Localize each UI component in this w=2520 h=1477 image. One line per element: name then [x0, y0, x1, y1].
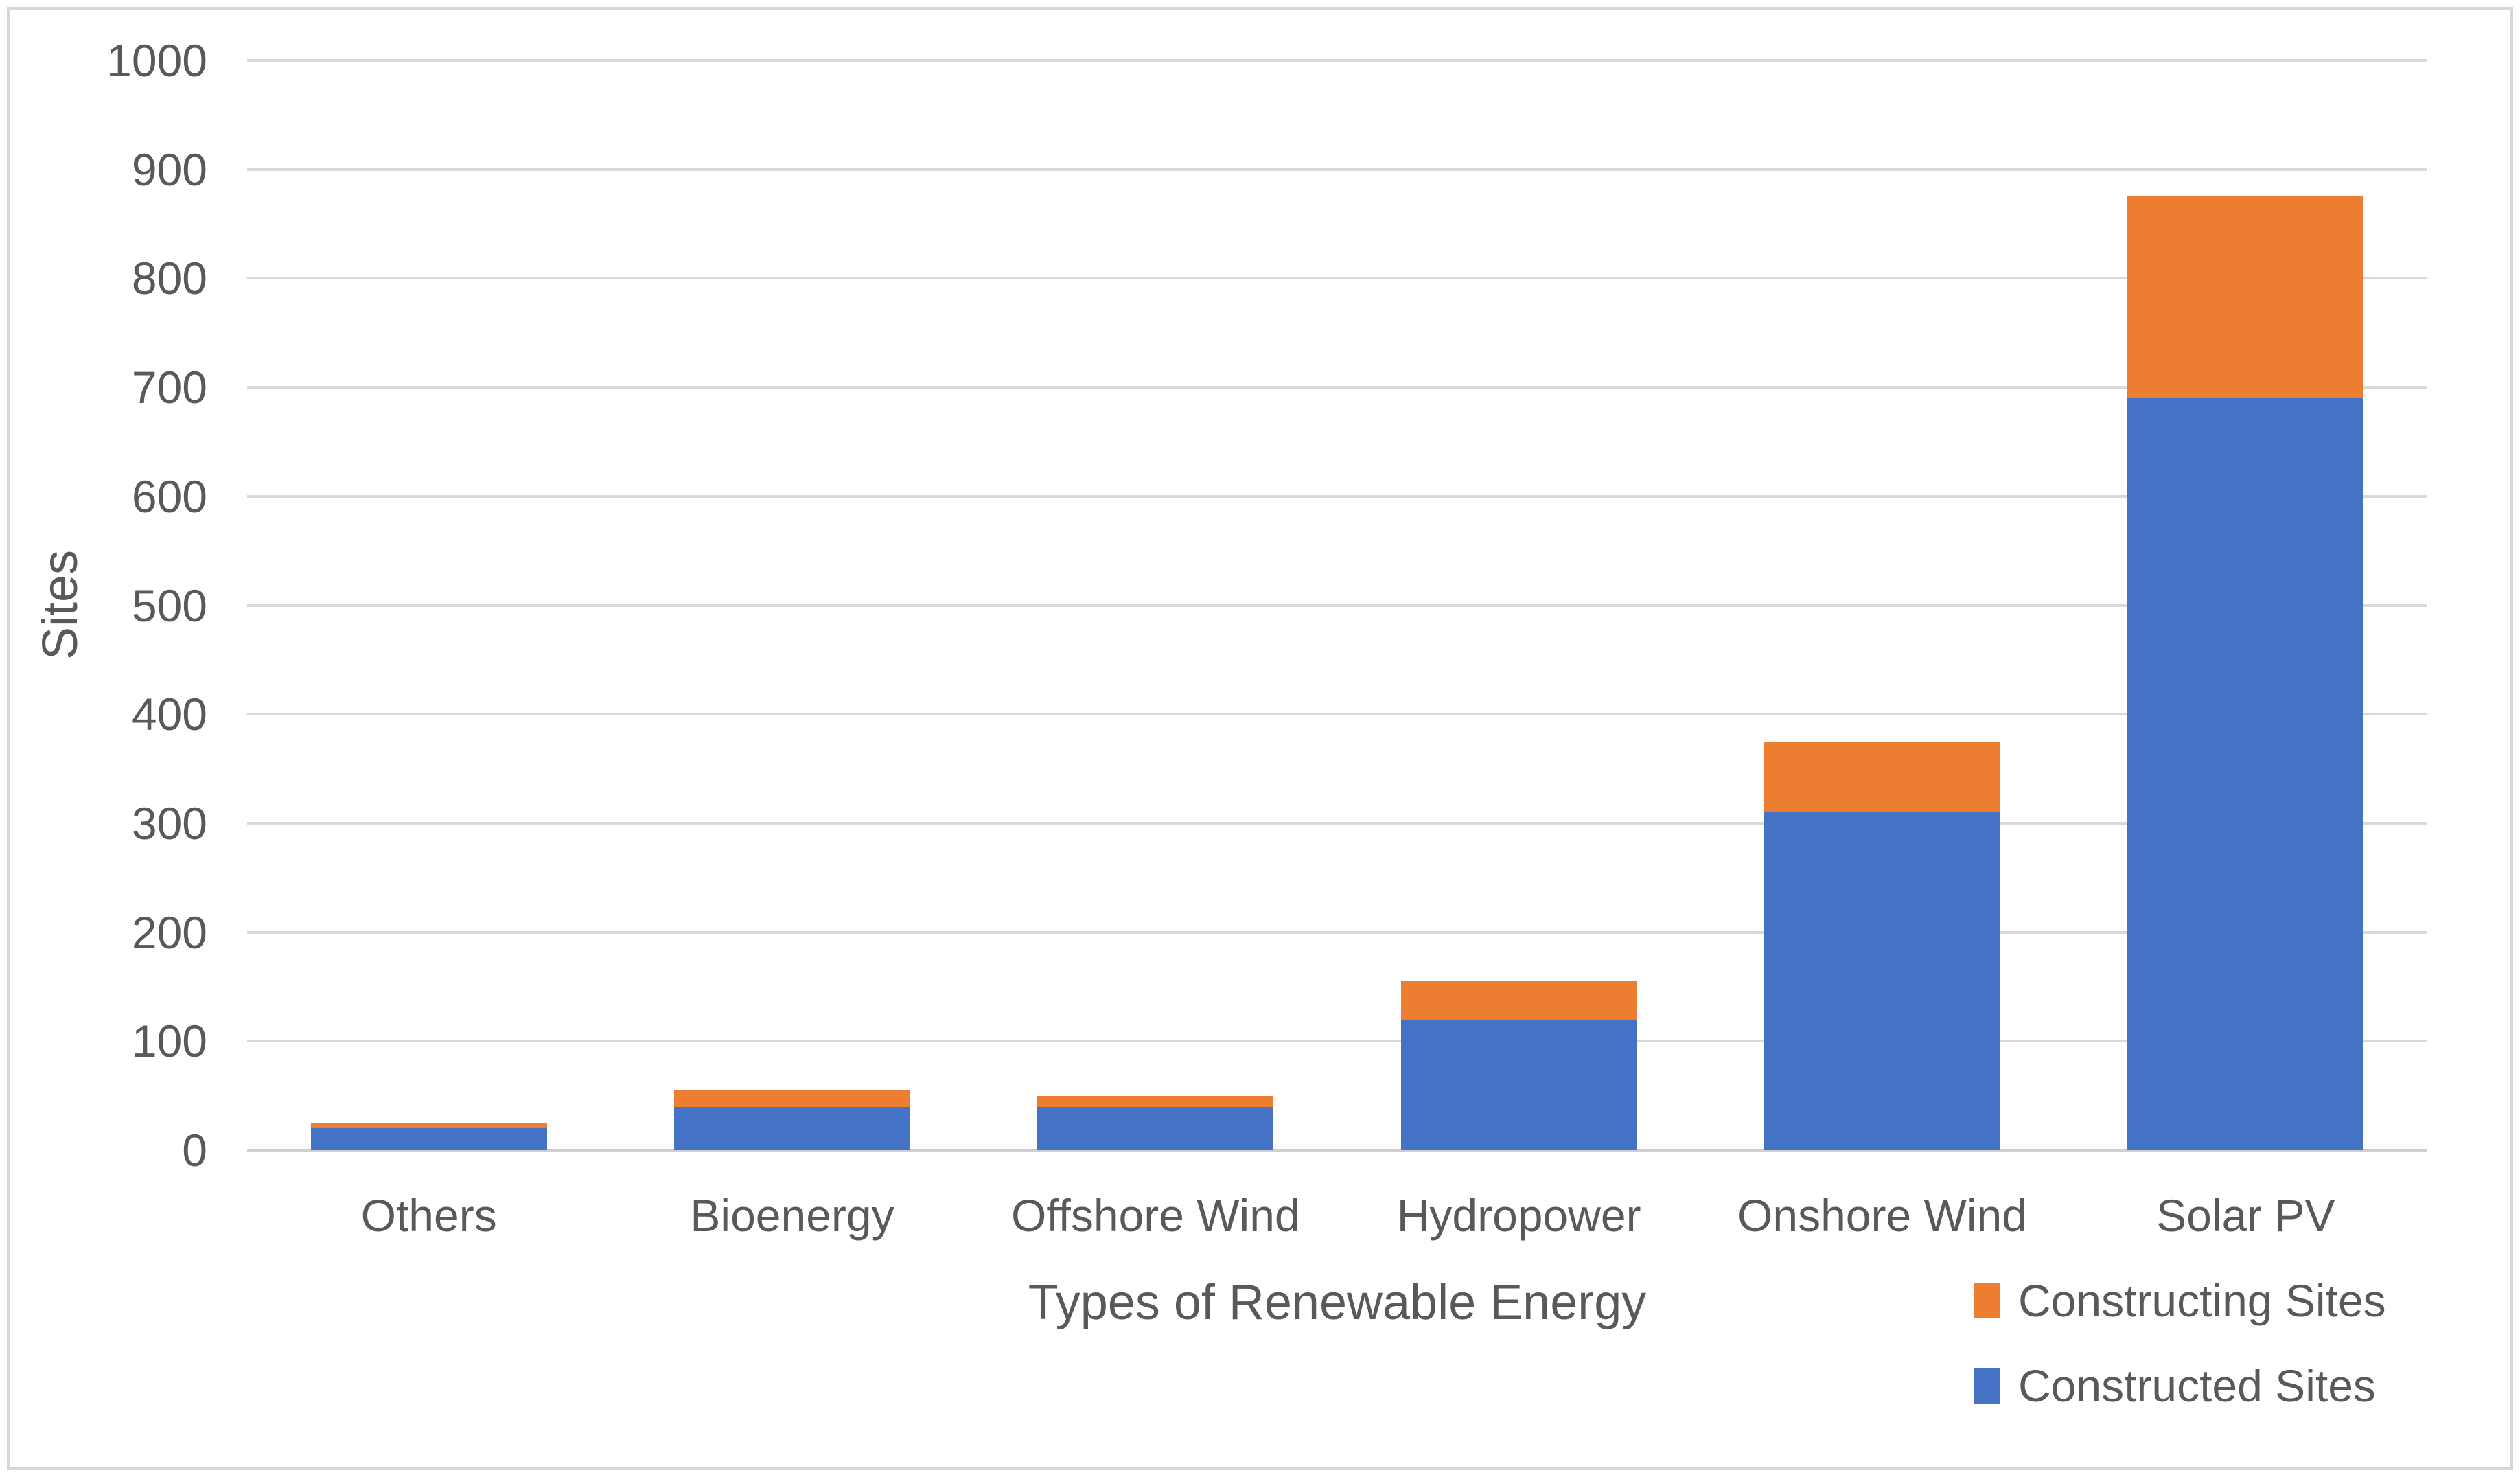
- gridline-800: [247, 277, 2427, 280]
- y-tick-label-1000: 1000: [106, 35, 207, 86]
- gridline-400: [247, 713, 2427, 716]
- y-tick-label-500: 500: [131, 580, 207, 631]
- y-tick-label-200: 200: [131, 906, 207, 958]
- gridline-700: [247, 386, 2427, 389]
- bars-container: [247, 60, 2427, 1150]
- legend: Constructing Sites Constructed Sites: [1974, 1274, 2386, 1412]
- bar-segment-constructing-sites: [2127, 196, 2364, 398]
- gridline-600: [247, 494, 2427, 498]
- y-tick-label-700: 700: [131, 362, 207, 413]
- bar-segment-constructed-sites: [1400, 1019, 1637, 1150]
- legend-swatch-icon: [1974, 1283, 2000, 1318]
- legend-item-constructing-sites: Constructing Sites: [1974, 1274, 2386, 1327]
- bar-segment-constructed-sites: [2127, 398, 2364, 1150]
- bar-segment-constructing-sites: [673, 1090, 911, 1107]
- bar-segment-constructed-sites: [1764, 812, 2000, 1150]
- x-tick-label-onshore-wind: Onshore Wind: [1737, 1190, 2027, 1241]
- bar-segment-constructing-sites: [1400, 981, 1637, 1020]
- stacked-bar-others: [310, 60, 547, 1150]
- bar-slot-onshore-wind: [1700, 60, 2064, 1150]
- y-tick-label-800: 800: [131, 253, 207, 304]
- x-axis-category-labels: Others Bioenergy Offshore Wind Hydropower On…: [247, 1189, 2427, 1241]
- stacked-bar-bioenergy: [673, 60, 911, 1150]
- y-axis-title: Sites: [33, 549, 88, 661]
- plot-area: [247, 59, 2427, 1152]
- bar-segment-constructing-sites: [1764, 741, 2000, 813]
- y-tick-label-300: 300: [131, 797, 207, 849]
- gridline-500: [247, 604, 2427, 607]
- bar-segment-constructed-sites: [673, 1106, 911, 1150]
- stacked-bar-hydropower: [1400, 60, 1637, 1150]
- y-tick-label-100: 100: [131, 1016, 207, 1067]
- y-tick-label-900: 900: [131, 144, 207, 195]
- y-tick-label-600: 600: [131, 470, 207, 522]
- stacked-bar-offshore-wind: [1037, 60, 1274, 1150]
- y-tick-label-400: 400: [131, 689, 207, 740]
- gridline-900: [247, 168, 2427, 171]
- bar-segment-constructed-sites: [310, 1128, 547, 1150]
- bar-slot-solar-pv: [2064, 60, 2427, 1150]
- bar-segment-constructing-sites: [310, 1123, 547, 1129]
- x-tick-label-solar-pv: Solar PV: [2156, 1190, 2335, 1241]
- bar-slot-hydropower: [1337, 60, 1700, 1150]
- x-tick-label-others: Others: [360, 1190, 497, 1241]
- y-axis-tick-labels: 0 100 200 300 400 500 600 700 800 900 1000: [0, 35, 207, 1176]
- x-axis-line: [247, 1149, 2427, 1152]
- x-tick-label-bioenergy: Bioenergy: [690, 1190, 894, 1241]
- legend-label: Constructing Sites: [2018, 1275, 2386, 1326]
- x-axis-title: Types of Renewable Energy: [1028, 1275, 1647, 1330]
- bar-slot-others: [247, 60, 610, 1150]
- legend-swatch-icon: [1974, 1368, 2000, 1404]
- x-tick-label-hydropower: Hydropower: [1396, 1190, 1641, 1241]
- x-tick-label-offshore-wind: Offshore Wind: [1011, 1190, 1300, 1241]
- gridline-1000: [247, 59, 2427, 62]
- bar-slot-bioenergy: [610, 60, 973, 1150]
- gridline-100: [247, 1040, 2427, 1043]
- legend-label: Constructed Sites: [2018, 1360, 2376, 1411]
- stacked-bar-onshore-wind: [1764, 60, 2000, 1150]
- bar-segment-constructed-sites: [1037, 1106, 1274, 1150]
- stacked-bar-solar-pv: [2127, 60, 2364, 1150]
- gridline-300: [247, 821, 2427, 825]
- legend-item-constructed-sites: Constructed Sites: [1974, 1360, 2386, 1412]
- gridline-200: [247, 930, 2427, 934]
- y-tick-label-0: 0: [182, 1125, 207, 1176]
- bar-slot-offshore-wind: [974, 60, 1337, 1150]
- bar-segment-constructing-sites: [1037, 1095, 1274, 1107]
